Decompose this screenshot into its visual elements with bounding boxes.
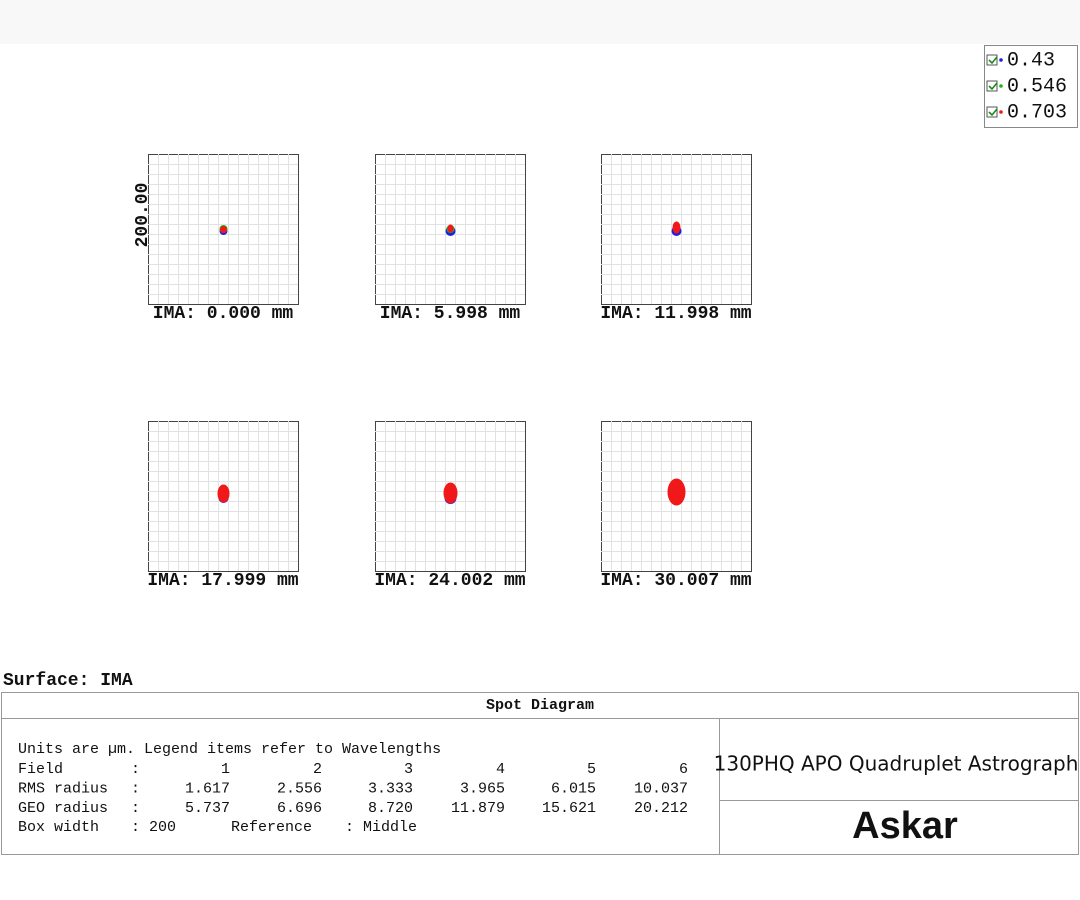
top-band bbox=[0, 0, 1080, 44]
row-label: GEO radius bbox=[18, 800, 108, 817]
cell: 6.696 bbox=[277, 800, 322, 817]
plot-label: IMA: 5.998 mm bbox=[380, 304, 521, 324]
table-note: Units are µm. Legend items refer to Wave… bbox=[18, 741, 441, 758]
spot bbox=[443, 482, 458, 504]
row-colon: : bbox=[131, 761, 140, 778]
spot bbox=[217, 484, 230, 503]
brand-logo: Askar bbox=[852, 805, 958, 847]
cell: 10.037 bbox=[634, 780, 688, 797]
cell: 20.212 bbox=[634, 800, 688, 817]
row-colon: : bbox=[131, 800, 140, 817]
product-name: 130PHQ APO Quadruplet Astrograph bbox=[714, 752, 1079, 776]
plot-label: IMA: 30.007 mm bbox=[600, 571, 751, 591]
legend-label: 0.703 bbox=[1007, 101, 1067, 124]
footer-item: : Middle bbox=[345, 819, 417, 836]
plot-label: IMA: 11.998 mm bbox=[600, 304, 751, 324]
spot bbox=[220, 226, 227, 233]
legend-swatch bbox=[999, 58, 1003, 62]
cell: 5.737 bbox=[185, 800, 230, 817]
footer-item: Box width bbox=[18, 819, 99, 836]
plot-label: IMA: 0.000 mm bbox=[153, 304, 294, 324]
legend-check bbox=[988, 82, 998, 91]
row-label: RMS radius bbox=[18, 780, 108, 797]
scale-label: 200.00 bbox=[133, 183, 153, 248]
surface-label: Surface: IMA bbox=[3, 671, 133, 691]
legend-swatch bbox=[999, 84, 1003, 88]
spot bbox=[672, 221, 681, 234]
spot bbox=[667, 478, 686, 506]
cell: 3.965 bbox=[460, 780, 505, 797]
row-colon: : bbox=[131, 780, 140, 797]
legend-label: 0.43 bbox=[1007, 49, 1055, 72]
table-title: Spot Diagram bbox=[486, 697, 594, 714]
cell: 6 bbox=[679, 761, 688, 778]
legend-check bbox=[988, 108, 998, 117]
table-frame bbox=[1, 692, 1079, 855]
plot-label: IMA: 17.999 mm bbox=[147, 571, 298, 591]
cell: 2 bbox=[313, 761, 322, 778]
cell: 4 bbox=[496, 761, 505, 778]
legend-swatch bbox=[999, 110, 1003, 114]
legend-checkbox bbox=[986, 106, 998, 118]
footer-item: : 200 bbox=[131, 819, 176, 836]
legend-checkbox bbox=[986, 80, 998, 92]
legend-checkbox bbox=[986, 54, 998, 66]
footer-item: Reference bbox=[231, 819, 312, 836]
plot-label: IMA: 24.002 mm bbox=[374, 571, 525, 591]
spot bbox=[447, 224, 454, 233]
cell: 3 bbox=[404, 761, 413, 778]
cell: 1 bbox=[221, 761, 230, 778]
legend-label: 0.546 bbox=[1007, 75, 1067, 98]
cell: 6.015 bbox=[551, 780, 596, 797]
cell: 2.556 bbox=[277, 780, 322, 797]
row-label: Field bbox=[18, 761, 63, 778]
cell: 11.879 bbox=[451, 800, 505, 817]
cell: 5 bbox=[587, 761, 596, 778]
cell: 15.621 bbox=[542, 800, 596, 817]
cell: 1.617 bbox=[185, 780, 230, 797]
cell: 8.720 bbox=[368, 800, 413, 817]
cell: 3.333 bbox=[368, 780, 413, 797]
legend-check bbox=[988, 56, 998, 65]
